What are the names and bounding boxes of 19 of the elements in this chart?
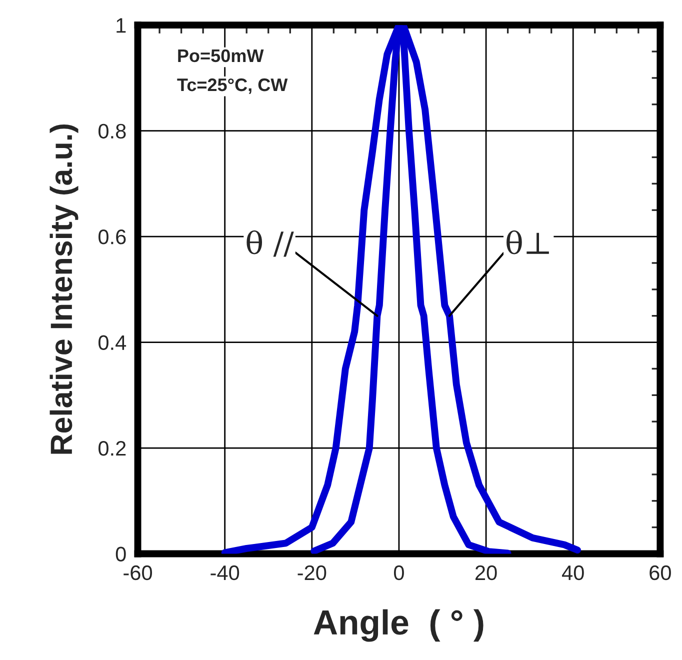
x-tick-label: 0	[394, 565, 404, 580]
y-tick-label: 0.2	[98, 441, 126, 456]
x-tick-label: 60	[650, 565, 671, 580]
y-tick-label: 0.6	[98, 230, 126, 244]
x-tick-label: -60	[124, 565, 152, 580]
y-tick-label: 0.8	[98, 124, 126, 139]
y-tick-label: 0	[116, 546, 126, 562]
text: θ //	[246, 230, 294, 257]
annotation: Tc=25°C, CW	[177, 78, 288, 94]
x-tick-label: -20	[298, 565, 326, 580]
y-tick-label: 0.4	[98, 335, 126, 350]
x-tick-label: 20	[476, 565, 497, 580]
y-axis-title: Relative Intensity (a.u.)	[50, 124, 78, 454]
text: θ⊥	[506, 230, 549, 254]
y-tick-label: 1	[116, 18, 126, 33]
x-axis-title: Angle ( ° )	[314, 609, 484, 642]
annotation: Po=50mW	[178, 49, 264, 62]
x-tick-label: 40	[562, 565, 584, 580]
x-tick-label: -40	[210, 565, 240, 580]
